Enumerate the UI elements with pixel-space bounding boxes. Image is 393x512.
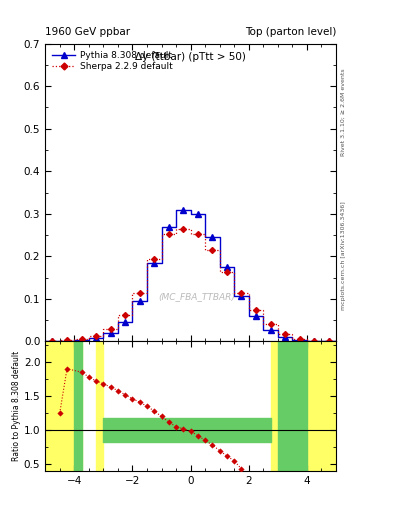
Text: (MC_FBA_TTBAR): (MC_FBA_TTBAR) — [158, 292, 235, 301]
Text: Top (parton level): Top (parton level) — [244, 27, 336, 37]
Legend: Pythia 8.308 default, Sherpa 2.2.9 default: Pythia 8.308 default, Sherpa 2.2.9 defau… — [50, 48, 175, 74]
Text: mcplots.cern.ch [arXiv:1306.3436]: mcplots.cern.ch [arXiv:1306.3436] — [341, 202, 346, 310]
Y-axis label: Ratio to Pythia 8.308 default: Ratio to Pythia 8.308 default — [12, 351, 21, 461]
Text: Rivet 3.1.10; ≥ 2.6M events: Rivet 3.1.10; ≥ 2.6M events — [341, 69, 346, 157]
Text: Δy (t̅tbar) (pTtt > 50): Δy (t̅tbar) (pTtt > 50) — [135, 52, 246, 62]
Text: 1960 GeV ppbar: 1960 GeV ppbar — [45, 27, 130, 37]
